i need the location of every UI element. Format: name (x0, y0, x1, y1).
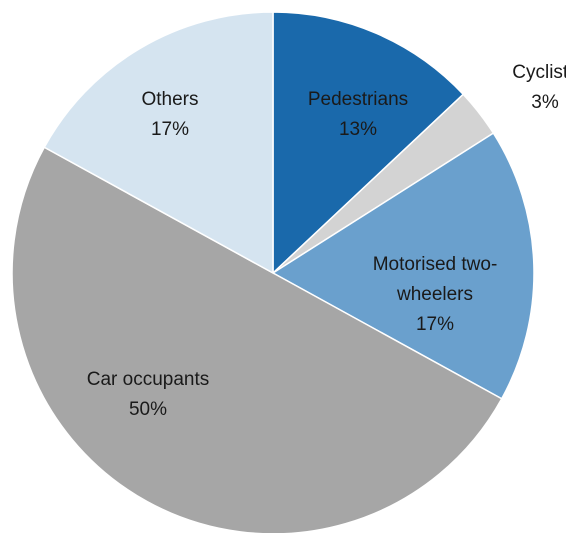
slice-label: Pedestrians 13% (278, 85, 438, 145)
category-name: Cyclists (512, 62, 566, 83)
pie-slice (11, 146, 503, 533)
percent-label: 3% (531, 92, 559, 113)
percent-label: 13% (338, 119, 378, 140)
percent-label: 17% (150, 119, 190, 140)
pie-slice (272, 11, 465, 275)
category-name: Pedestrians (307, 89, 409, 110)
slice-label: Cyclists 3% (500, 58, 566, 118)
category-name: Car occupants (86, 369, 210, 390)
percent-label: 17% (415, 314, 455, 335)
slice-label: Car occupants 50% (48, 365, 248, 425)
slice-label: Others 17% (110, 85, 230, 145)
pie-slice (43, 11, 274, 275)
category-name: Others (141, 89, 199, 110)
percent-label: 50% (128, 399, 168, 420)
category-name: Motorised two-wheelers (372, 254, 498, 305)
slice-label: Motorised two-wheelers 17% (340, 250, 530, 340)
pie-slice (271, 132, 535, 400)
